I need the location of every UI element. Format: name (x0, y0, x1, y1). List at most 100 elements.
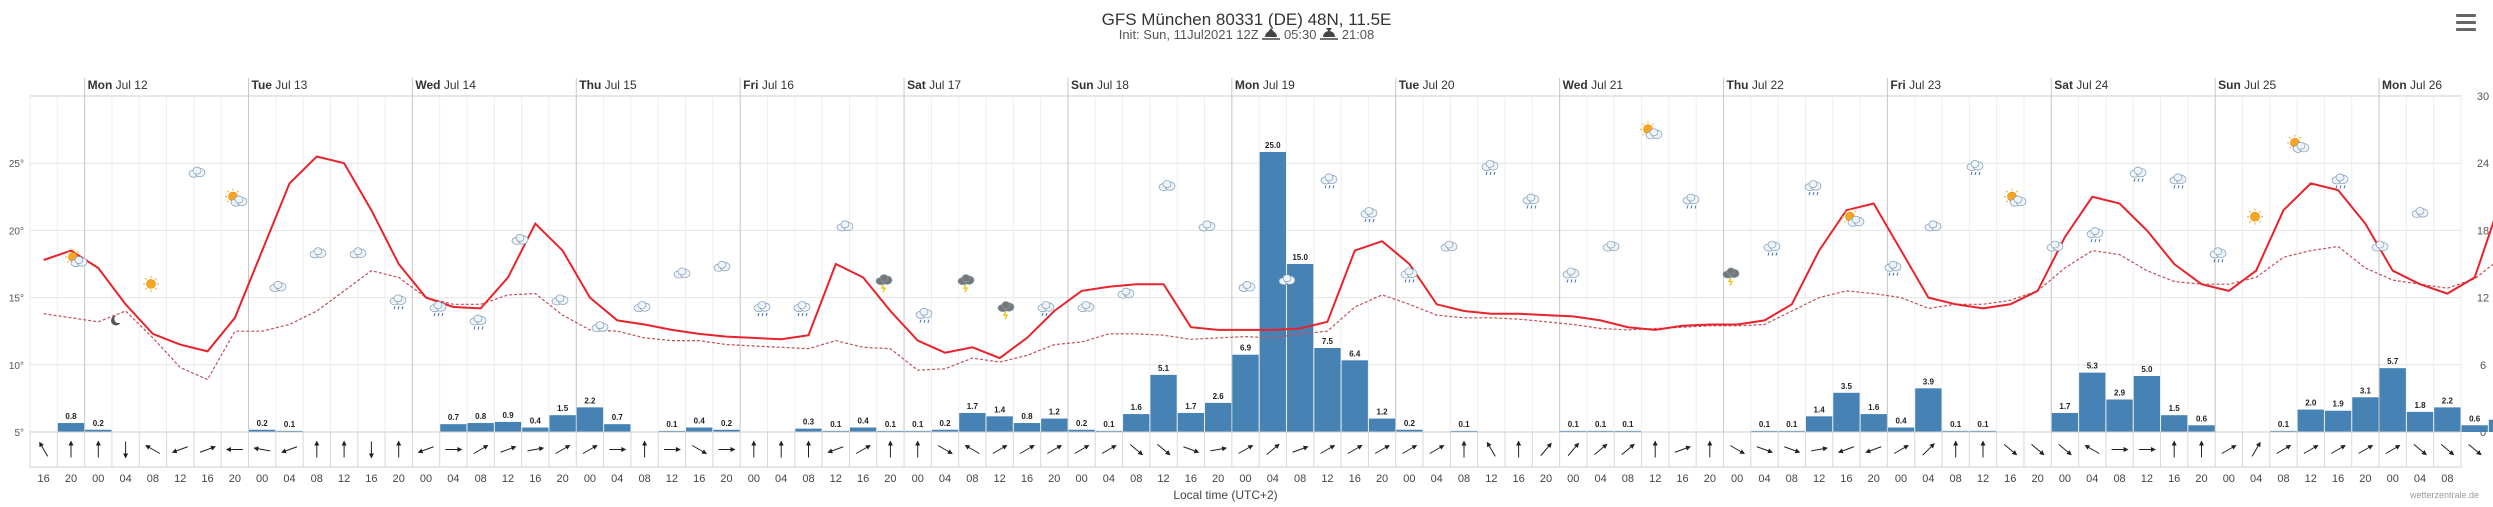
precip-bar (1259, 152, 1286, 432)
wind-arrow-icon (582, 445, 598, 454)
day-label: Wed Jul 14 (415, 78, 476, 92)
wind-arrow-icon (827, 446, 844, 454)
hour-label: 12 (338, 473, 350, 485)
wind-arrow-icon (609, 447, 627, 452)
x-axis-label: Local time (UTC+2) (1173, 488, 1277, 502)
precip-bar (1614, 430, 1642, 432)
wind-arrow-icon (68, 440, 74, 458)
precip-tick-label: 18 (2477, 225, 2489, 237)
hour-label: 04 (611, 473, 623, 485)
hour-label: 16 (693, 473, 705, 485)
precip-data-label: 0.1 (284, 420, 296, 429)
hour-label: 08 (802, 473, 814, 485)
precip-data-label: 0.2 (721, 419, 733, 428)
wind-arrow-icon (1019, 445, 1035, 454)
day-label: Sat Jul 24 (2054, 78, 2108, 92)
weather-cloud-rain-icon (429, 301, 447, 317)
wind-arrow-icon (1486, 441, 1496, 457)
chart-subtitle: Init: Sun, 11Jul2021 12Z 05:30 21:08 (0, 27, 2493, 42)
weather-cloud-icon (1238, 281, 1256, 292)
wind-arrow-icon (1567, 442, 1580, 456)
day-label: Thu Jul 22 (1727, 78, 1785, 92)
precip-data-label: 5.0 (2141, 365, 2153, 374)
hour-label: 20 (1868, 473, 1880, 485)
hour-label: 00 (1075, 473, 1087, 485)
wind-arrow-icon (1811, 446, 1828, 452)
wind-arrow-icon (1652, 440, 1658, 458)
weather-sun-cloud-icon (2004, 188, 2027, 207)
precip-bar (658, 430, 686, 432)
precip-bar (2188, 425, 2215, 432)
weather-cloud-icon (1278, 274, 1296, 286)
precip-bar (276, 430, 303, 432)
precip-data-label: 0.7 (448, 413, 460, 422)
hour-label: 16 (365, 473, 377, 485)
precip-bar (1587, 430, 1614, 432)
wind-arrow-icon (1893, 445, 1909, 454)
precip-data-label: 0.1 (885, 420, 897, 429)
weather-cloud-icon (713, 260, 731, 272)
hour-label: 04 (775, 473, 787, 485)
weather-cloud-rain-icon (1804, 180, 1822, 196)
wind-arrow-icon (751, 440, 757, 458)
weather-cloud-icon (269, 281, 287, 292)
wind-arrow-icon (964, 445, 980, 454)
precip-data-label: 0.1 (1103, 420, 1115, 429)
weather-thunder-icon (875, 274, 893, 293)
wind-arrow-icon (2221, 445, 2237, 454)
wind-arrow-icon (500, 445, 517, 453)
hour-label: 04 (447, 473, 459, 485)
chart-menu-button[interactable] (2456, 14, 2476, 32)
wind-arrow-icon (642, 440, 648, 458)
weather-cloud-rain-icon (915, 307, 933, 323)
precip-data-label: 1.7 (2059, 402, 2071, 411)
temp-tick-label: 20° (9, 226, 24, 237)
wind-arrow-icon (1347, 445, 1363, 454)
wind-arrow-icon (396, 440, 402, 458)
hour-label: 20 (557, 473, 569, 485)
weather-cloud-icon (511, 233, 529, 245)
hour-label: 20 (1212, 473, 1224, 485)
weather-sun-icon (143, 275, 159, 292)
precip-data-label: 3.5 (1841, 382, 1853, 391)
hour-label: 16 (857, 473, 869, 485)
weather-cloud-rain-icon (2086, 227, 2104, 243)
wind-arrow-icon (368, 441, 374, 459)
weather-cloud-icon (349, 247, 367, 259)
day-label: Sun Jul 18 (1071, 78, 1129, 92)
weather-cloud-icon (1117, 287, 1135, 299)
precip-bar (1341, 360, 1368, 432)
precip-data-label: 0.1 (1622, 420, 1634, 429)
weather-cloud-icon (1602, 240, 1620, 252)
weather-cloud-rain-icon (793, 301, 811, 317)
hour-label: 04 (1922, 473, 1934, 485)
precip-bar (1915, 388, 1942, 432)
hour-label: 12 (174, 473, 186, 485)
weather-cloud-icon (2371, 240, 2389, 252)
hour-label: 08 (2277, 473, 2289, 485)
precip-bar (2434, 407, 2461, 432)
precip-bar (1314, 348, 1341, 432)
precip-data-label: 0.1 (912, 420, 924, 429)
weather-cloud-icon (1440, 240, 1458, 252)
hour-label: 20 (1376, 473, 1388, 485)
wind-arrow-icon (718, 447, 736, 452)
wind-arrow-icon (1730, 445, 1745, 454)
weather-sun-cloud-icon (65, 249, 88, 267)
precip-bar (2297, 409, 2324, 432)
hour-label: 12 (1649, 473, 1661, 485)
weather-cloud-rain-icon (1400, 267, 1418, 283)
day-label: Fri Jul 16 (743, 78, 794, 92)
weather-sun-icon (2247, 208, 2263, 225)
wind-arrow-icon (2251, 441, 2261, 457)
precip-bar (1805, 416, 1833, 432)
precip-data-label: 0.2 (93, 419, 105, 428)
weather-sun-cloud-icon (1640, 121, 1663, 140)
precip-bar (2079, 372, 2106, 432)
hour-label: 08 (1130, 473, 1142, 485)
wind-arrow-icon (2199, 440, 2204, 458)
hour-label: 00 (912, 473, 924, 485)
wind-arrow-icon (915, 440, 921, 458)
sunset-time: 21:08 (1341, 27, 1375, 42)
dewpoint-line (43, 245, 2493, 381)
